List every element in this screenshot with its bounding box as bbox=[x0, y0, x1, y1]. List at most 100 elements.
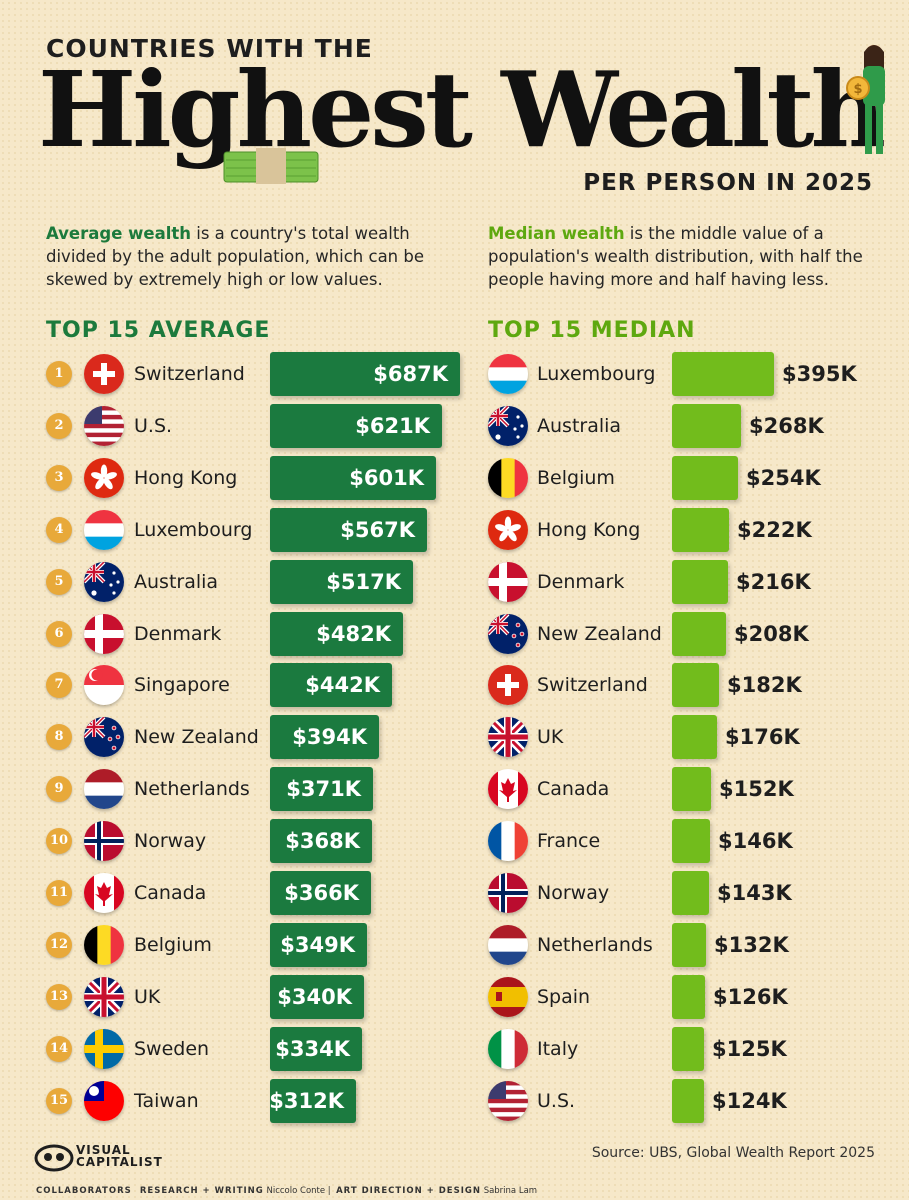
median-term: Median wealth bbox=[488, 224, 625, 243]
median-row: Denmark $216K bbox=[488, 559, 888, 604]
country-label: France bbox=[537, 830, 601, 853]
country-label: Taiwan bbox=[134, 1089, 199, 1112]
rank-badge: 8 bbox=[46, 724, 72, 751]
average-row: 9 Netherlands $371K bbox=[46, 767, 466, 812]
average-bar: $442K bbox=[270, 663, 392, 708]
median-section-title: TOP 15 MEDIAN bbox=[488, 318, 696, 343]
average-bar: $517K bbox=[270, 559, 413, 604]
country-label: Netherlands bbox=[537, 933, 653, 956]
research-label: RESEARCH + WRITING bbox=[139, 1186, 264, 1196]
canada-flag bbox=[84, 873, 124, 913]
country-label: UK bbox=[134, 985, 161, 1008]
average-row: 4 Luxembourg $567K bbox=[46, 507, 466, 552]
us-flag bbox=[488, 1080, 528, 1121]
canada-flag bbox=[488, 769, 528, 810]
country-label: Netherlands bbox=[134, 778, 250, 801]
median-bar bbox=[672, 1078, 704, 1123]
rank-badge: 10 bbox=[46, 828, 72, 855]
average-bar: $621K bbox=[270, 403, 442, 448]
rank-badge: 12 bbox=[46, 931, 72, 958]
logo-line-2: CAPITALIST bbox=[76, 1155, 163, 1169]
collaborators-label: COLLABORATORS bbox=[36, 1186, 132, 1196]
average-bar: $340K bbox=[270, 974, 364, 1019]
median-row: Australia $268K bbox=[488, 403, 888, 448]
country-label: Belgium bbox=[537, 466, 615, 489]
value-label: $687K bbox=[373, 362, 448, 386]
netherlands-flag bbox=[488, 924, 528, 965]
country-label: New Zealand bbox=[134, 726, 259, 749]
country-label: Switzerland bbox=[134, 363, 245, 385]
logo-line-1: VISUAL bbox=[76, 1143, 131, 1157]
average-row: 13 UK $340K bbox=[46, 974, 466, 1019]
average-section-title: TOP 15 AVERAGE bbox=[46, 318, 271, 343]
country-label: U.S. bbox=[537, 1089, 576, 1112]
value-label: $125K bbox=[712, 1036, 787, 1061]
value-label: $368K bbox=[285, 829, 360, 854]
value-label: $208K bbox=[734, 621, 809, 646]
median-bar bbox=[672, 715, 717, 760]
average-row: 5 Australia $517K bbox=[46, 559, 466, 604]
luxembourg-flag bbox=[488, 354, 528, 394]
new-zealand-flag bbox=[488, 613, 528, 654]
country-label: Norway bbox=[134, 830, 207, 853]
country-label: U.S. bbox=[134, 414, 173, 437]
median-row: New Zealand $208K bbox=[488, 611, 888, 656]
median-row: U.S. $124K bbox=[488, 1078, 888, 1123]
median-row: Norway $143K bbox=[488, 871, 888, 915]
rank-badge: 9 bbox=[46, 776, 72, 803]
headline-title: Highest Wealth bbox=[38, 48, 886, 171]
median-row: Luxembourg $395K bbox=[488, 352, 888, 396]
value-label: $222K bbox=[737, 517, 812, 542]
average-bar: $371K bbox=[270, 767, 373, 812]
median-bar bbox=[672, 455, 738, 500]
value-label: $394K bbox=[292, 725, 367, 750]
median-bar bbox=[672, 1026, 704, 1071]
rank-badge: 2 bbox=[46, 412, 72, 439]
median-definition: Median wealth is the middle value of a p… bbox=[488, 222, 908, 291]
money-stack-illustration bbox=[223, 148, 319, 184]
visual-capitalist-logo-text: VISUAL CAPITALIST bbox=[76, 1144, 163, 1168]
median-row: Hong Kong $222K bbox=[488, 507, 888, 552]
rank-badge: 6 bbox=[46, 620, 72, 647]
rank-badge: 14 bbox=[46, 1035, 72, 1062]
average-row: 6 Denmark $482K bbox=[46, 611, 466, 656]
average-bar: $687K bbox=[270, 352, 460, 396]
median-row: Italy $125K bbox=[488, 1026, 888, 1071]
country-label: Australia bbox=[134, 570, 219, 593]
taiwan-flag bbox=[84, 1080, 124, 1121]
luxembourg-flag bbox=[84, 509, 124, 550]
country-label: Luxembourg bbox=[537, 363, 656, 385]
country-label: Belgium bbox=[134, 933, 212, 956]
sweden-flag bbox=[84, 1028, 124, 1069]
median-bar bbox=[672, 974, 705, 1019]
value-label: $126K bbox=[713, 984, 788, 1009]
visual-capitalist-logo-icon bbox=[34, 1144, 74, 1172]
median-bar bbox=[672, 611, 726, 656]
value-label: $216K bbox=[736, 569, 811, 594]
median-bar bbox=[672, 403, 741, 448]
value-label: $146K bbox=[718, 829, 793, 854]
netherlands-flag bbox=[84, 769, 124, 810]
australia-flag bbox=[84, 561, 124, 602]
value-label: $254K bbox=[746, 465, 821, 490]
median-row: Canada $152K bbox=[488, 767, 888, 812]
denmark-flag bbox=[488, 561, 528, 602]
source-note: Source: UBS, Global Wealth Report 2025 bbox=[591, 1145, 875, 1161]
belgium-flag bbox=[488, 457, 528, 498]
median-bar bbox=[672, 819, 710, 864]
average-bar: $366K bbox=[270, 871, 371, 915]
median-bar bbox=[672, 922, 706, 967]
value-label: $371K bbox=[286, 777, 361, 802]
rank-badge: 15 bbox=[46, 1087, 72, 1114]
median-row: France $146K bbox=[488, 819, 888, 864]
median-row: Netherlands $132K bbox=[488, 922, 888, 967]
value-label: $482K bbox=[316, 621, 391, 646]
median-bar bbox=[672, 663, 719, 708]
subtitle: PER PERSON IN 2025 bbox=[583, 170, 873, 196]
singapore-flag bbox=[84, 665, 124, 706]
uk-flag bbox=[84, 976, 124, 1017]
rank-badge: 7 bbox=[46, 672, 72, 699]
country-label: Hong Kong bbox=[537, 518, 641, 541]
australia-flag bbox=[488, 405, 528, 446]
norway-flag bbox=[488, 873, 528, 913]
